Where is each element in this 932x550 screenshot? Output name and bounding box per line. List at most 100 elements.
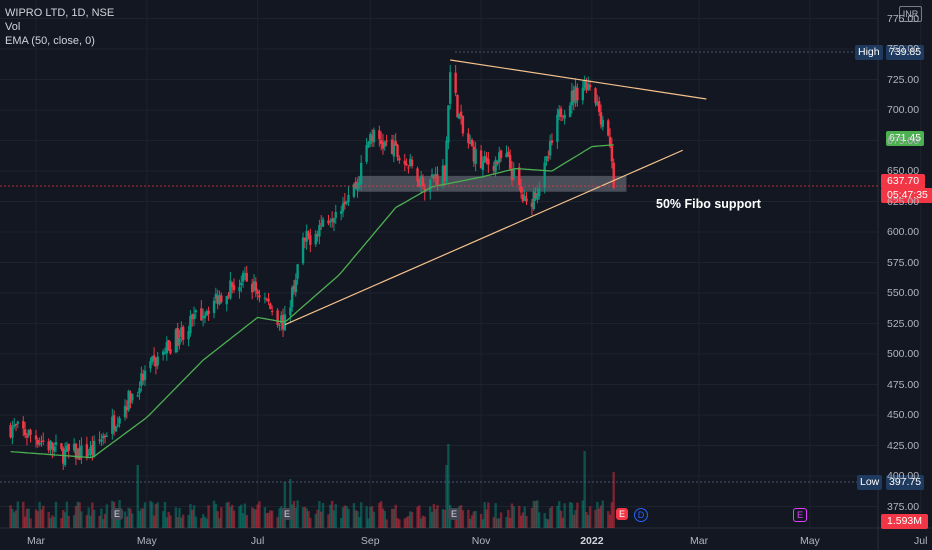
volume-bar: [256, 504, 259, 528]
currency-badge[interactable]: INR: [899, 6, 922, 22]
fibo-support-annotation[interactable]: 50% Fibo support: [656, 197, 761, 211]
volume-bar: [296, 500, 299, 528]
candle-body: [530, 202, 534, 207]
candle-body: [581, 87, 585, 101]
low-label-tag: Low: [857, 475, 883, 490]
candle-body: [532, 191, 535, 210]
earnings-event-marker[interactable]: E: [616, 508, 628, 520]
earnings-event-marker[interactable]: E: [281, 508, 293, 520]
candle-body: [309, 235, 312, 245]
candle-body: [112, 415, 116, 430]
volume-bar: [13, 512, 16, 528]
volume-bar: [378, 502, 381, 528]
candle-body: [316, 234, 319, 237]
volume-bar: [392, 508, 396, 528]
volume-bar: [125, 516, 129, 528]
candle-body: [270, 310, 274, 312]
candle-body: [231, 282, 234, 288]
volume-bar: [588, 506, 592, 528]
candle-body: [510, 169, 514, 180]
price-tick-label: 700.00: [887, 104, 920, 116]
candle-body: [194, 310, 198, 313]
candle-body: [111, 416, 114, 434]
candle-body: [290, 287, 294, 308]
candle-body: [131, 394, 134, 401]
candle-body: [22, 421, 25, 429]
volume-bar: [572, 514, 575, 528]
volume-bar: [154, 503, 158, 528]
volume-bar: [131, 513, 134, 528]
volume-bar: [240, 504, 243, 528]
candle-body: [263, 297, 267, 299]
candle-body: [191, 314, 194, 319]
volume-bar: [194, 516, 198, 528]
candle-body: [574, 86, 577, 104]
candle-body: [214, 293, 218, 299]
volume-bar: [481, 519, 485, 528]
price-tick-label: 650.00: [887, 165, 920, 177]
candle-body: [305, 230, 308, 242]
volume-bar: [432, 504, 436, 528]
volume-bar: [169, 515, 172, 528]
volume-bar: [556, 505, 559, 528]
candle-body: [494, 159, 497, 172]
dividend-event-marker[interactable]: D: [634, 508, 648, 522]
volume-bar: [496, 518, 499, 528]
earnings-event-marker[interactable]: E: [111, 508, 123, 520]
volume-bar: [252, 508, 256, 528]
candle-body: [403, 160, 406, 165]
candle-body: [152, 355, 156, 360]
candle-body: [38, 442, 41, 445]
candle-body: [443, 165, 446, 181]
volume-bar: [429, 506, 432, 528]
candle-body: [407, 167, 410, 169]
candle-body: [200, 308, 203, 321]
volume-bar: [597, 508, 601, 528]
volume-bar: [487, 502, 490, 528]
price-tick-label: 500.00: [887, 348, 920, 360]
volume-bar: [76, 501, 79, 528]
candle-body: [9, 425, 12, 437]
price-tick-label: 400.00: [887, 470, 920, 482]
volume-bar: [334, 504, 337, 528]
time-tick-label: Nov: [471, 535, 491, 547]
candle-body: [536, 193, 539, 200]
volume-bar: [321, 503, 325, 528]
volume-bar: [289, 479, 292, 528]
candle-body: [216, 295, 219, 304]
candle-body: [243, 274, 247, 276]
volume-bar: [543, 512, 546, 528]
volume-bar: [225, 502, 228, 528]
volume-bar: [523, 506, 526, 528]
volume-bar: [258, 501, 261, 528]
volume-bar: [245, 515, 248, 528]
volume-bar: [396, 518, 399, 528]
volume-bar: [343, 505, 347, 528]
time-tick-label: May: [136, 535, 157, 547]
volume-bar: [532, 500, 535, 528]
candle-body: [354, 181, 357, 189]
volume-bar: [265, 513, 268, 528]
volume-bar: [445, 465, 448, 528]
candle-body: [416, 168, 419, 182]
volume-bar: [390, 508, 394, 528]
price-tick-label: 575.00: [887, 256, 920, 269]
candle-body: [327, 220, 330, 224]
volume-bar: [22, 501, 25, 528]
volume-bar: [303, 506, 307, 528]
volume-bar: [581, 500, 585, 528]
price-tick-label: 675.00: [887, 134, 920, 147]
earnings-event-marker[interactable]: E: [793, 508, 807, 522]
candle-body: [343, 201, 347, 205]
candle-body: [432, 175, 436, 179]
earnings-event-marker[interactable]: E: [448, 508, 460, 520]
candle-body: [176, 327, 179, 346]
volume-bar: [201, 514, 205, 528]
candle-body: [508, 155, 512, 169]
candle-body: [561, 115, 565, 118]
volume-bar: [34, 509, 38, 528]
candle-body: [289, 307, 292, 316]
candle-body: [269, 303, 272, 309]
volume-bar: [430, 512, 434, 528]
